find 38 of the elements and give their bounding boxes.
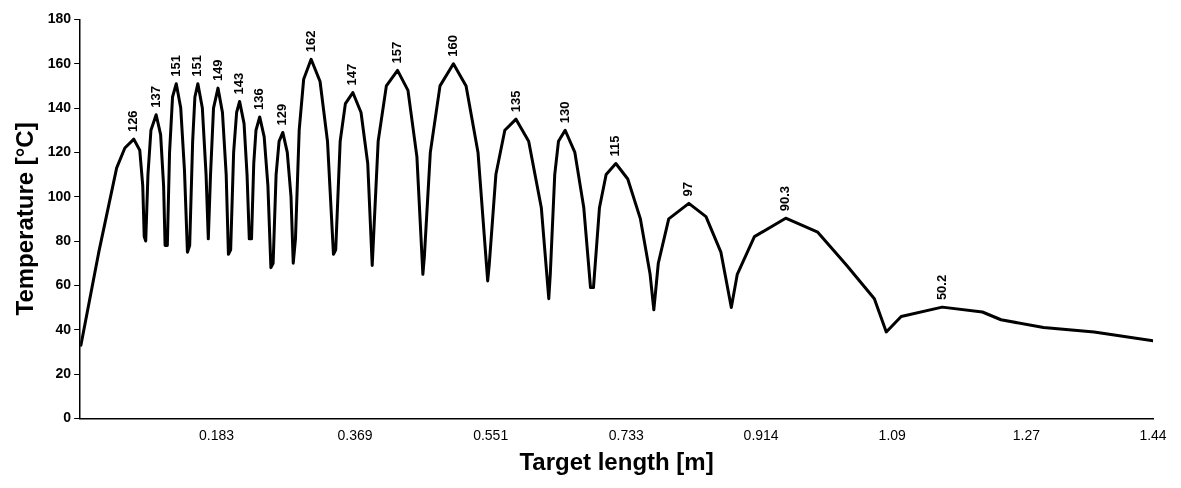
y-tick-label: 40 <box>55 320 72 337</box>
y-tick-label: 100 <box>47 187 72 204</box>
data-label: 135 <box>507 90 523 113</box>
data-label: 151 <box>167 54 183 77</box>
y-tick-label: 0 <box>63 409 72 426</box>
x-tick-label: 0.914 <box>743 426 779 443</box>
data-label: 90.3 <box>777 185 793 212</box>
x-axis-title: Target length [m] <box>519 448 714 476</box>
x-tick-label: 1.44 <box>1139 426 1167 443</box>
data-label: 151 <box>189 54 205 77</box>
data-label: 130 <box>556 101 572 124</box>
y-tick-label: 60 <box>55 276 72 293</box>
data-label: 136 <box>251 88 267 110</box>
x-tick-label: 0.183 <box>198 426 235 443</box>
data-label: 97 <box>680 181 696 197</box>
data-label: 115 <box>607 135 623 157</box>
y-axis-title: Temperature [°C] <box>11 122 39 316</box>
data-label: 126 <box>125 110 141 133</box>
y-tick-label: 140 <box>47 98 72 115</box>
y-tick-label: 80 <box>55 231 72 248</box>
x-tick-label: 1.27 <box>1012 426 1041 443</box>
data-label: 149 <box>209 59 225 82</box>
y-tick-label: 20 <box>55 364 72 381</box>
x-tick-label: 0.369 <box>337 426 373 443</box>
y-tick-label: 160 <box>47 54 72 71</box>
x-tick-label: 0.551 <box>473 426 509 443</box>
y-tick-label: 180 <box>47 10 72 27</box>
data-label: 160 <box>445 35 460 57</box>
x-tick-label: 1.09 <box>878 426 907 443</box>
x-tick-label: 0.733 <box>608 426 644 443</box>
data-label: 50.2 <box>933 274 949 301</box>
data-label: 147 <box>344 63 360 86</box>
y-tick-label: 120 <box>47 143 72 160</box>
data-label: 137 <box>147 86 163 108</box>
data-label: 162 <box>302 30 318 53</box>
data-label: 157 <box>389 41 405 64</box>
data-label: 143 <box>231 72 247 95</box>
data-label: 129 <box>274 103 290 126</box>
